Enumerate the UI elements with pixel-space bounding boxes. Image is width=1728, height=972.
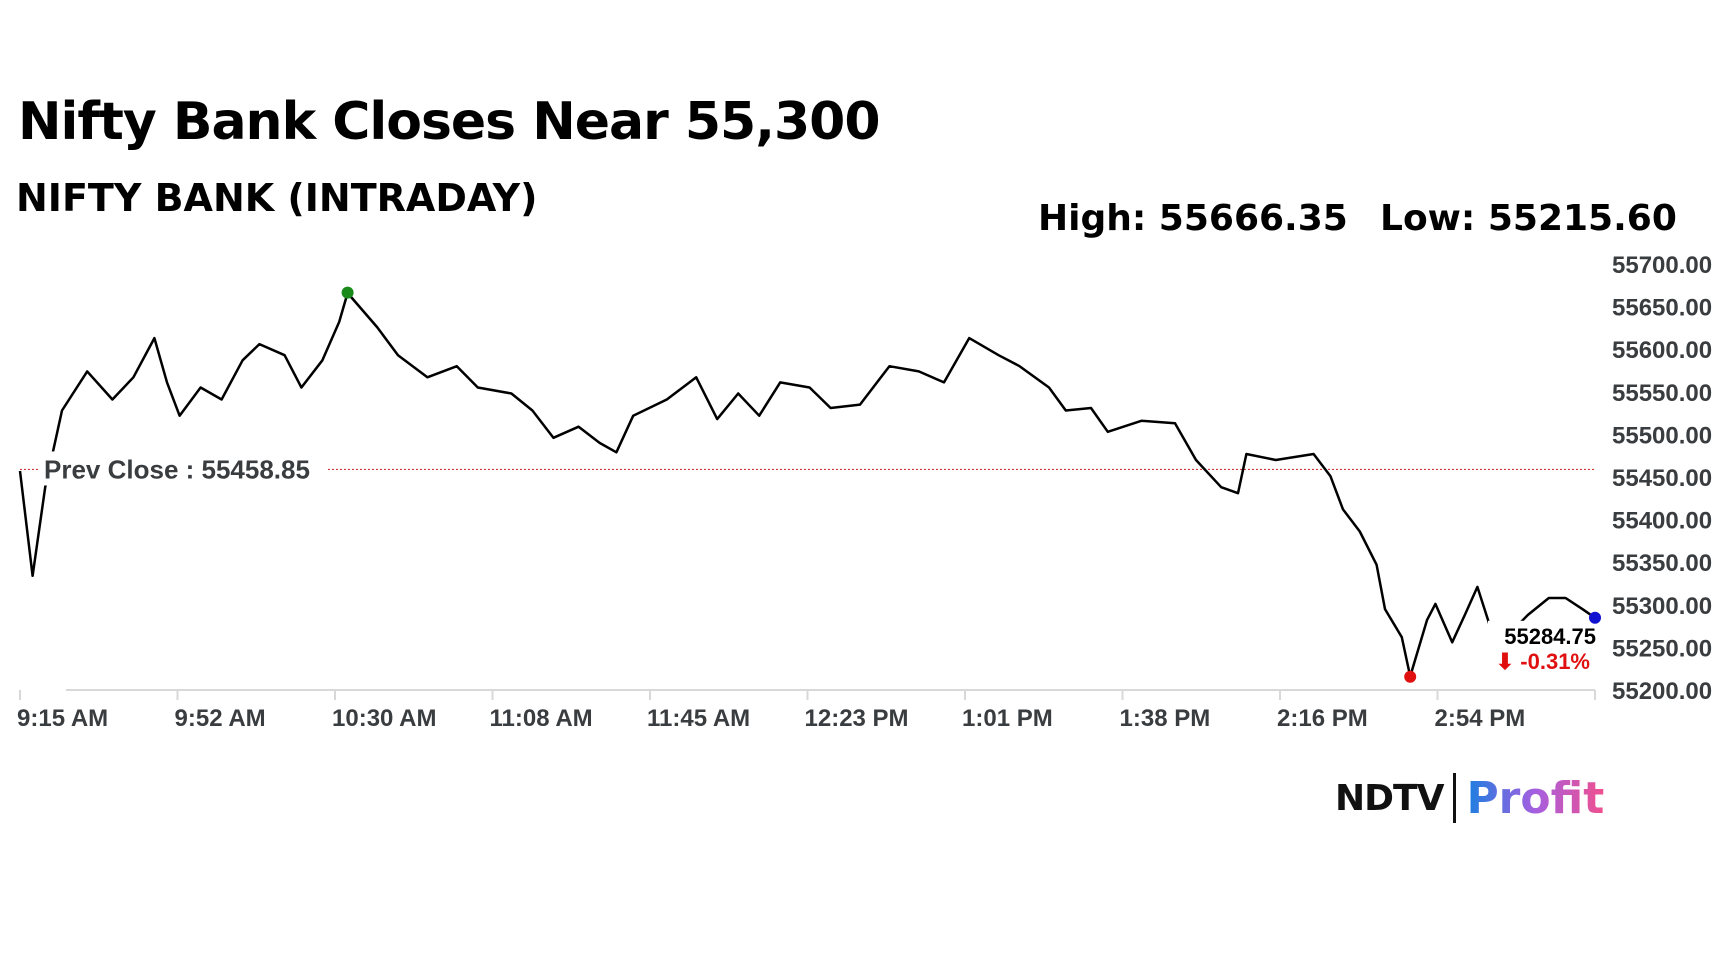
- ndtv-profit-logo: NDTV Profit: [1335, 770, 1604, 826]
- x-tick-label: 10:30 AM: [332, 705, 436, 732]
- x-tick-label: 9:15 AM: [17, 705, 108, 732]
- page-title: Nifty Bank Closes Near 55,300: [18, 92, 881, 152]
- x-tick-label: 2:16 PM: [1277, 705, 1368, 732]
- y-tick-label: 55300.00: [1612, 593, 1712, 620]
- y-tick-label: 55400.00: [1612, 508, 1712, 535]
- x-tick-label: 1:38 PM: [1120, 705, 1211, 732]
- prev-close-label: Prev Close : 55458.85: [44, 454, 310, 484]
- y-tick-label: 55650.00: [1612, 295, 1712, 322]
- logo-ndtv: NDTV: [1335, 777, 1444, 819]
- x-tick-label: 9:52 AM: [175, 705, 266, 732]
- low-label: Low: 55215.60: [1380, 198, 1677, 239]
- y-tick-label: 55250.00: [1612, 635, 1712, 662]
- last-marker: [1589, 611, 1601, 624]
- x-tick-label: 1:01 PM: [962, 705, 1053, 732]
- x-tick-label: 2:54 PM: [1435, 705, 1526, 732]
- y-tick-label: 55550.00: [1612, 380, 1712, 407]
- y-tick-label: 55450.00: [1612, 465, 1712, 492]
- prev-close-label-bg: [38, 451, 328, 486]
- y-tick-label: 55500.00: [1612, 422, 1712, 449]
- y-tick-label: 55700.00: [1612, 252, 1712, 279]
- logo-profit: Profit: [1466, 772, 1605, 824]
- x-tick-label: 11:45 AM: [647, 705, 750, 732]
- high-label: High: 55666.35: [1038, 198, 1348, 239]
- price-line: [18, 291, 1596, 678]
- y-tick-label: 55600.00: [1612, 337, 1712, 364]
- logo-divider: [1453, 773, 1457, 823]
- low-marker: [1404, 670, 1417, 683]
- x-tick-label: 12:23 PM: [805, 705, 909, 732]
- y-tick-label: 55350.00: [1612, 550, 1712, 577]
- x-tick-label: 11:08 AM: [490, 705, 593, 732]
- chart-subtitle: NIFTY BANK (INTRADAY): [16, 176, 538, 220]
- y-tick-label: 55200.00: [1612, 678, 1712, 705]
- last-label-bg: [1488, 620, 1594, 673]
- high-marker: [341, 286, 354, 299]
- last-value-label: 55284.75: [1504, 624, 1596, 649]
- change-percent-label: ⬇ -0.31%: [1496, 649, 1590, 674]
